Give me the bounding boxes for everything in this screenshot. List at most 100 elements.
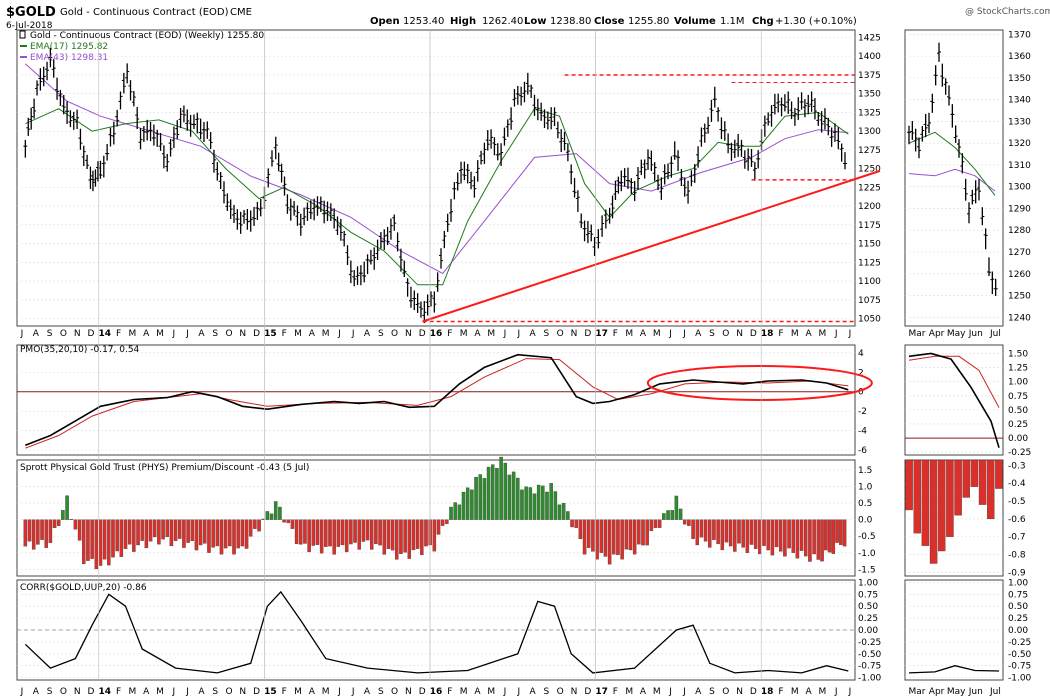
phys-bar-62: [282, 519, 286, 523]
price-bar-218: [746, 148, 751, 171]
inset-price-bar-15: [957, 139, 961, 158]
low-value: 1238.80: [550, 16, 591, 27]
price-bar-208: [712, 86, 717, 108]
phys-bar-183: [787, 519, 791, 549]
price-bar-199: [682, 177, 687, 197]
inset-2-frame: [904, 459, 1004, 577]
price-bar-197: [676, 150, 681, 171]
price-bar-142: [492, 137, 497, 156]
corr-inset-line: [908, 665, 1000, 674]
phys-bar-117: [511, 471, 516, 520]
corr-tick-label-4: 0.00: [858, 626, 878, 636]
phys-bar-145: [628, 519, 633, 551]
phys-bar-186: [799, 519, 804, 551]
price-bar-40: [151, 124, 156, 146]
price-bar-46: [171, 126, 176, 148]
panel-0-frame: [16, 29, 856, 327]
x-tick-label-r0-51: O: [722, 329, 729, 339]
phys-bar-34: [165, 519, 169, 538]
phys-bar-167: [720, 519, 725, 551]
phys-bar-88: [390, 519, 395, 551]
x-tick-label-r1-47: J: [668, 687, 672, 697]
price-bar-99: [348, 260, 353, 284]
phys-bar-126: [549, 483, 553, 520]
phys-inset-tick-label-3: -0.6: [1008, 515, 1026, 525]
phys-bar-100: [440, 519, 445, 526]
x-tick-label-r0-6: 14: [99, 329, 112, 339]
price-bar-160: [552, 107, 557, 127]
phys-inset-bar-11: [995, 459, 1003, 489]
x-tick-label-r0-50: S: [709, 329, 715, 339]
corr-inset-tick-label-3: 0.25: [1008, 614, 1028, 624]
price-bar-159: [549, 107, 554, 130]
phys-bar-164: [708, 519, 712, 548]
phys-bar-141: [612, 519, 616, 555]
price-bar-236: [806, 94, 811, 115]
x-tick-label-r1-50: S: [709, 687, 715, 697]
phys-bar-70: [315, 519, 320, 545]
inset-0-frame: [904, 29, 1004, 327]
price-inset-tick-label-11: 1260: [1008, 270, 1031, 280]
inset-x-tick-label-r1-1: Apr: [929, 687, 945, 697]
price-bar-96: [338, 218, 343, 241]
x-tick-label-r0-38: S: [544, 329, 550, 339]
price-bar-217: [742, 150, 747, 169]
x-tick-label-r0-25: A: [364, 329, 371, 339]
price-bar-48: [178, 107, 183, 129]
x-tick-label-r0-32: M: [460, 329, 468, 339]
phys-bar-41: [194, 519, 199, 551]
x-tick-label-r1-25: A: [364, 687, 371, 697]
phys-bar-57: [261, 518, 265, 520]
price-inset-tick-label-1: 1360: [1008, 52, 1031, 62]
price-bar-127: [442, 230, 447, 249]
price-bar-167: [575, 190, 580, 212]
price-bar-106: [372, 247, 377, 270]
phys-bar-1: [27, 519, 32, 542]
price-inset-tick-label-7: 1300: [1008, 183, 1031, 193]
price-bar-169: [582, 220, 587, 242]
phys-bar-85: [378, 519, 382, 546]
price-bar-76: [273, 136, 278, 160]
phys-bar-151: [653, 519, 658, 528]
price-bar-118: [412, 290, 417, 311]
price-bar-52: [191, 114, 196, 130]
phys-bar-4: [40, 519, 44, 540]
price-bar-228: [779, 97, 784, 117]
x-tick-label-r0-12: J: [185, 329, 189, 339]
price-bar-187: [642, 159, 647, 179]
price-bar-28: [111, 121, 116, 145]
x-tick-label-r0-13: A: [198, 329, 205, 339]
x-tick-label-r1-33: A: [474, 687, 481, 697]
phys-bar-20: [107, 519, 111, 566]
price-bar-21: [90, 170, 95, 192]
price-bar-244: [832, 123, 837, 142]
phys-bar-6: [48, 519, 53, 543]
pmo-inset-tick-label-2: 1.00: [1008, 378, 1028, 388]
x-tick-label-r1-53: D: [750, 687, 757, 697]
phys-bar-26: [132, 519, 136, 552]
pmo-inset-tick-label-7: -0.25: [1008, 448, 1031, 458]
price-bar-86: [305, 202, 310, 221]
phys-bar-156: [674, 495, 679, 520]
x-tick-label-r1-7: F: [116, 687, 121, 697]
pmo-tick-label-4: -4: [858, 427, 867, 437]
price-bar-57: [208, 132, 213, 150]
pmo-inset-line: [908, 352, 1000, 448]
price-bar-155: [535, 98, 540, 121]
phys-bar-149: [645, 519, 649, 546]
panel-1-frame: [16, 344, 856, 456]
price-inset-tick-label-10: 1270: [1008, 248, 1031, 258]
x-tick-label-r1-20: M: [294, 687, 302, 697]
phys-bar-44: [207, 519, 211, 553]
price-inset-tick-label-0: 1370: [1008, 30, 1031, 40]
close-value: 1255.80: [628, 16, 669, 27]
x-tick-label-r1-10: M: [156, 687, 164, 697]
x-tick-label-r0-34: M: [487, 329, 495, 339]
x-tick-label-r0-43: F: [613, 329, 618, 339]
phys-bar-103: [453, 502, 457, 520]
price-tick-label-6: 1275: [858, 146, 881, 156]
x-tick-label-r0-42: 17: [595, 329, 608, 339]
x-tick-label-r1-56: M: [791, 687, 799, 697]
phys-inset-bar-10: [987, 459, 995, 520]
phys-bar-79: [353, 519, 357, 543]
